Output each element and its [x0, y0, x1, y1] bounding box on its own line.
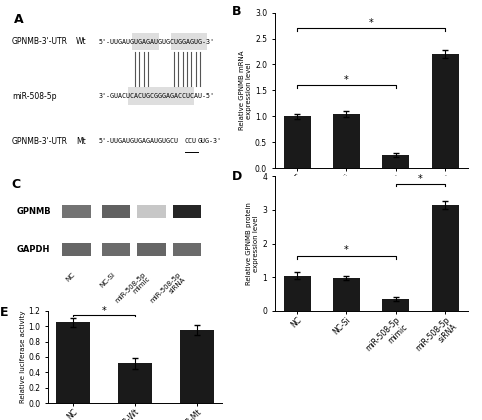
Text: CCU: CCU — [185, 139, 197, 144]
Text: NC-Si: NC-Si — [98, 271, 116, 289]
FancyBboxPatch shape — [62, 205, 91, 218]
Text: B: B — [232, 5, 242, 18]
FancyBboxPatch shape — [102, 243, 131, 256]
FancyBboxPatch shape — [172, 33, 207, 50]
Text: GAPDH: GAPDH — [16, 245, 50, 254]
Bar — [283, 276, 311, 311]
Text: *: * — [344, 74, 349, 84]
Text: GUG-3': GUG-3' — [198, 139, 222, 144]
Text: 3'-GUACUCACUGCGGGAGACCUCAU-5': 3'-GUACUCACUGCGGGAGACCUCAU-5' — [98, 93, 214, 99]
Text: GPNMB-3'-UTR: GPNMB-3'-UTR — [12, 37, 68, 46]
Text: NC: NC — [65, 271, 76, 282]
Bar — [118, 363, 152, 403]
Text: *: * — [418, 174, 423, 184]
Bar — [431, 205, 459, 311]
FancyBboxPatch shape — [128, 87, 194, 105]
Text: *: * — [369, 18, 374, 28]
Bar — [333, 113, 360, 168]
Bar — [431, 54, 459, 168]
FancyBboxPatch shape — [173, 243, 201, 256]
Text: C: C — [12, 178, 21, 191]
Text: Mt: Mt — [76, 137, 86, 146]
Text: miR-508-5p
mimic: miR-508-5p mimic — [114, 271, 151, 309]
Bar — [382, 299, 409, 311]
FancyBboxPatch shape — [102, 205, 131, 218]
Bar — [56, 323, 90, 403]
FancyBboxPatch shape — [133, 33, 160, 50]
Text: *: * — [344, 245, 349, 255]
FancyBboxPatch shape — [173, 205, 201, 218]
Text: A: A — [14, 13, 24, 26]
Text: D: D — [232, 170, 242, 183]
Text: GPNMB-3'-UTR: GPNMB-3'-UTR — [12, 137, 68, 146]
Text: miR-508-5p
siRNA: miR-508-5p siRNA — [149, 271, 187, 309]
FancyBboxPatch shape — [137, 243, 166, 256]
Bar — [333, 278, 360, 311]
Text: *: * — [102, 306, 107, 316]
Text: 5'-UUGAUGUGAGAUGUGCUGGAGUG-3': 5'-UUGAUGUGAGAUGUGCUGGAGUG-3' — [98, 39, 214, 45]
Y-axis label: Relative GPNMB protein
expression level: Relative GPNMB protein expression level — [246, 202, 259, 285]
Text: miR-508-5p: miR-508-5p — [12, 92, 56, 101]
FancyBboxPatch shape — [137, 205, 166, 218]
Bar — [283, 116, 311, 168]
Text: Wt: Wt — [76, 37, 87, 46]
Bar — [382, 155, 409, 168]
Text: 5'-UUGAUGUGAGAUGUGCU: 5'-UUGAUGUGAGAUGUGCU — [98, 139, 178, 144]
FancyBboxPatch shape — [62, 243, 91, 256]
Text: GPNMB: GPNMB — [16, 207, 51, 216]
Y-axis label: Relative GPNMB mRNA
expression level: Relative GPNMB mRNA expression level — [239, 50, 252, 130]
Bar — [180, 330, 214, 403]
Y-axis label: Relative luciferase activity: Relative luciferase activity — [20, 311, 26, 403]
Text: E: E — [0, 306, 8, 319]
